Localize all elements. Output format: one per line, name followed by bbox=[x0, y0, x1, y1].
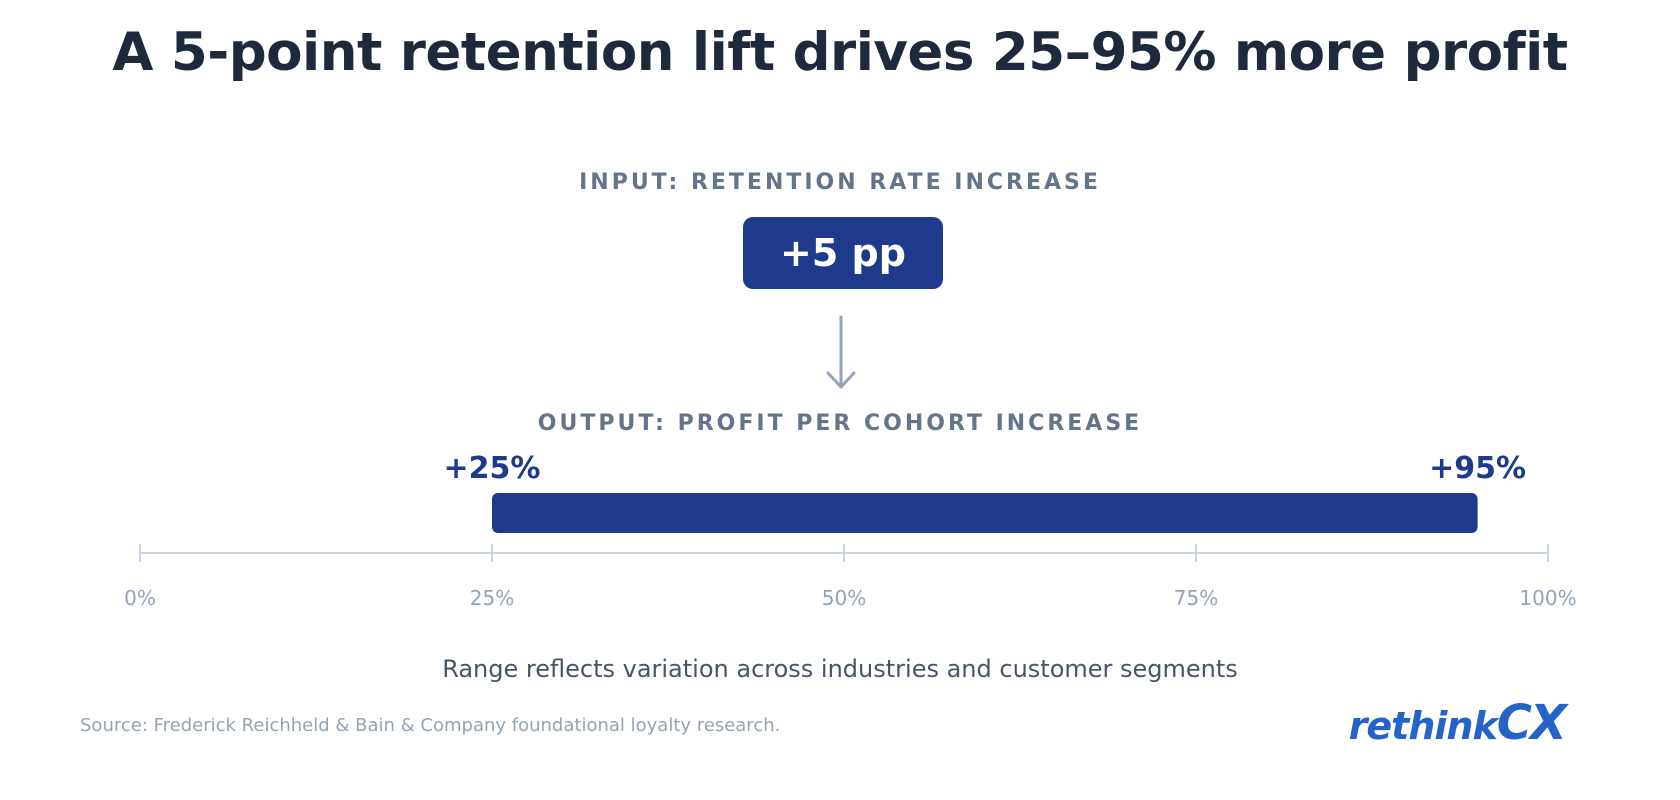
down-arrow-icon bbox=[826, 315, 856, 389]
source-note: Source: Frederick Reichheld & Bain & Com… bbox=[80, 715, 781, 736]
axis-tick-label: 0% bbox=[124, 586, 156, 610]
logo-text-right: CX bbox=[1497, 695, 1569, 751]
axis-tick-label: 75% bbox=[1174, 586, 1218, 610]
axis-tick-label: 25% bbox=[470, 586, 514, 610]
output-label: OUTPUT: PROFIT PER COHORT INCREASE bbox=[537, 411, 1143, 436]
axis-tick-label: 50% bbox=[822, 586, 866, 610]
rethinkcx-logo: rethinkCX bbox=[1350, 695, 1570, 751]
range-high-label: +95% bbox=[1429, 451, 1526, 486]
svg-text:rethinkCX: rethinkCX bbox=[1350, 695, 1569, 751]
logo-text-left: rethink bbox=[1350, 704, 1500, 748]
range-low-label: +25% bbox=[444, 451, 541, 486]
range-bar bbox=[492, 493, 1478, 533]
footnote: Range reflects variation across industri… bbox=[442, 655, 1238, 683]
input-label: INPUT: RETENTION RATE INCREASE bbox=[579, 170, 1101, 195]
input-value-box: +5 pp bbox=[743, 217, 943, 289]
axis-ticks: 0% 25% 50% 75% 100% bbox=[124, 544, 1577, 610]
axis-tick-label: 100% bbox=[1519, 586, 1576, 610]
chart-title: A 5-point retention lift drives 25–95% m… bbox=[112, 22, 1568, 83]
range-chart: 0% 25% 50% 75% 100% +25% +95% bbox=[124, 451, 1577, 610]
input-value-label: +5 pp bbox=[780, 231, 906, 275]
